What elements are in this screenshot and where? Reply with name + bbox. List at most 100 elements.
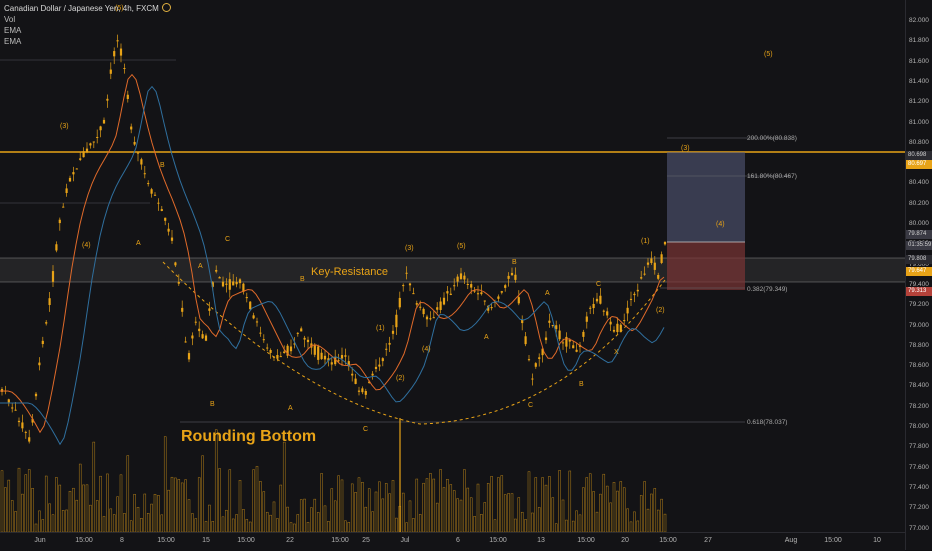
volume-bar — [31, 488, 34, 533]
candle-body — [62, 206, 65, 208]
volume-bar — [483, 502, 487, 533]
candle-body — [334, 356, 337, 365]
candle-body — [123, 68, 126, 70]
price-axis[interactable]: 82.000 81.800 81.600 81.400 81.200 81.000 80.8… — [905, 0, 932, 550]
key-resistance-zone[interactable] — [0, 258, 905, 282]
volume-bar — [242, 509, 245, 533]
candle-body — [266, 347, 269, 349]
candle-body — [51, 271, 55, 282]
wave-label: (1) — [376, 325, 385, 332]
volume-bar — [255, 466, 259, 533]
volume-bar — [10, 500, 14, 533]
candle-body — [408, 283, 412, 286]
candle-body — [119, 48, 123, 56]
candle-body — [453, 285, 456, 287]
volume-bar — [221, 516, 225, 533]
candle-body — [232, 281, 235, 286]
volume-bar — [599, 493, 602, 533]
candle-body — [130, 126, 133, 130]
candle-body — [466, 284, 469, 286]
candle-body — [521, 319, 524, 324]
candle-body — [361, 388, 364, 393]
wave-label: (3) — [681, 145, 690, 152]
price-chart[interactable]: Key-Resistance Rounding Bottom 200.00%(80.… — [0, 0, 905, 533]
candle-body — [558, 330, 561, 340]
time-tick-label: 15:00 — [659, 537, 677, 544]
wave-label: A — [484, 334, 489, 341]
wave-label: (2) — [656, 307, 665, 314]
volume-bar — [548, 476, 551, 533]
legend-ema-1[interactable]: EMA — [4, 26, 22, 35]
candle-body — [354, 378, 357, 384]
price-tick-label: 78.400 — [909, 382, 929, 390]
volume-bar — [333, 500, 337, 533]
volume-bar — [248, 521, 252, 533]
time-tick-label: 15:00 — [75, 537, 93, 544]
volume-bar — [14, 511, 17, 533]
volume-bar — [350, 483, 354, 533]
volume-bar — [473, 516, 476, 533]
volume-bar — [238, 480, 242, 533]
ema-slow-line[interactable] — [0, 85, 665, 446]
price-tick-label: 78.600 — [909, 362, 929, 370]
candle-body — [646, 262, 650, 265]
volume-bar — [412, 518, 415, 533]
candle-body — [269, 349, 272, 353]
volume-bar — [388, 493, 391, 533]
candle-body — [255, 321, 259, 323]
wave-label: (1) — [641, 238, 650, 245]
candle-body — [259, 332, 262, 334]
time-axis[interactable]: Jun 15:00 8 15:00 15 15:00 22 15:00 25 Jul 6 15:00 1… — [0, 532, 905, 551]
volume-bar — [364, 506, 368, 533]
candle-body — [313, 344, 316, 355]
volume-bar — [44, 475, 48, 533]
time-tick-label: 27 — [704, 537, 712, 544]
volume-bar — [289, 522, 293, 533]
volume-bar — [167, 489, 170, 533]
volume-bar — [282, 441, 286, 533]
candle-body — [429, 318, 432, 320]
candle-body — [582, 331, 585, 337]
target-zone[interactable] — [667, 152, 745, 242]
volume-bar — [296, 514, 300, 533]
time-tick-label: 15:00 — [237, 537, 255, 544]
stop-zone[interactable] — [667, 242, 745, 290]
volume-bar — [218, 468, 221, 533]
candle-body — [24, 431, 27, 433]
candle-body — [106, 98, 109, 101]
volume-bar — [551, 497, 555, 533]
legend-ema-2[interactable]: EMA — [4, 37, 22, 46]
candlesticks[interactable] — [0, 34, 667, 444]
legend-vol[interactable]: Vol — [4, 15, 16, 24]
time-tick-label: 15:00 — [331, 537, 349, 544]
price-tick-label: 80.200 — [909, 199, 929, 207]
candle-body — [191, 335, 194, 339]
volume-bar — [245, 519, 249, 533]
volume-bar — [585, 477, 589, 533]
time-tick-label: Aug — [784, 537, 798, 544]
ema-fast-line[interactable] — [0, 73, 665, 434]
candle-body — [160, 209, 163, 211]
volume-bar — [344, 520, 347, 533]
time-tick-label: 15:00 — [577, 537, 595, 544]
legend-symbol[interactable]: Canadian Dollar / Japanese Yen, 4h, FXCM — [4, 3, 171, 14]
candle-body — [500, 291, 503, 293]
volume-bar — [391, 480, 395, 533]
volume-bar — [136, 506, 140, 533]
volume-bar — [214, 429, 218, 533]
price-tick-label: 80.800 — [909, 138, 929, 146]
volume-bar — [106, 473, 109, 533]
candle-body — [228, 279, 231, 290]
candle-body — [616, 323, 619, 333]
volume-bar — [633, 511, 636, 533]
price-tick-label: 78.000 — [909, 423, 929, 430]
volume-bar — [303, 498, 306, 533]
wave-label: B — [160, 162, 165, 169]
candle-body — [633, 293, 636, 296]
volume-bar — [449, 484, 453, 533]
time-tick-label: 15:00 — [489, 537, 507, 544]
chart-area[interactable]: Key-Resistance Rounding Bottom 200.00%(80.… — [0, 0, 905, 533]
volume-bar — [517, 497, 521, 533]
volume-bar — [395, 517, 398, 533]
candle-body — [221, 281, 225, 287]
